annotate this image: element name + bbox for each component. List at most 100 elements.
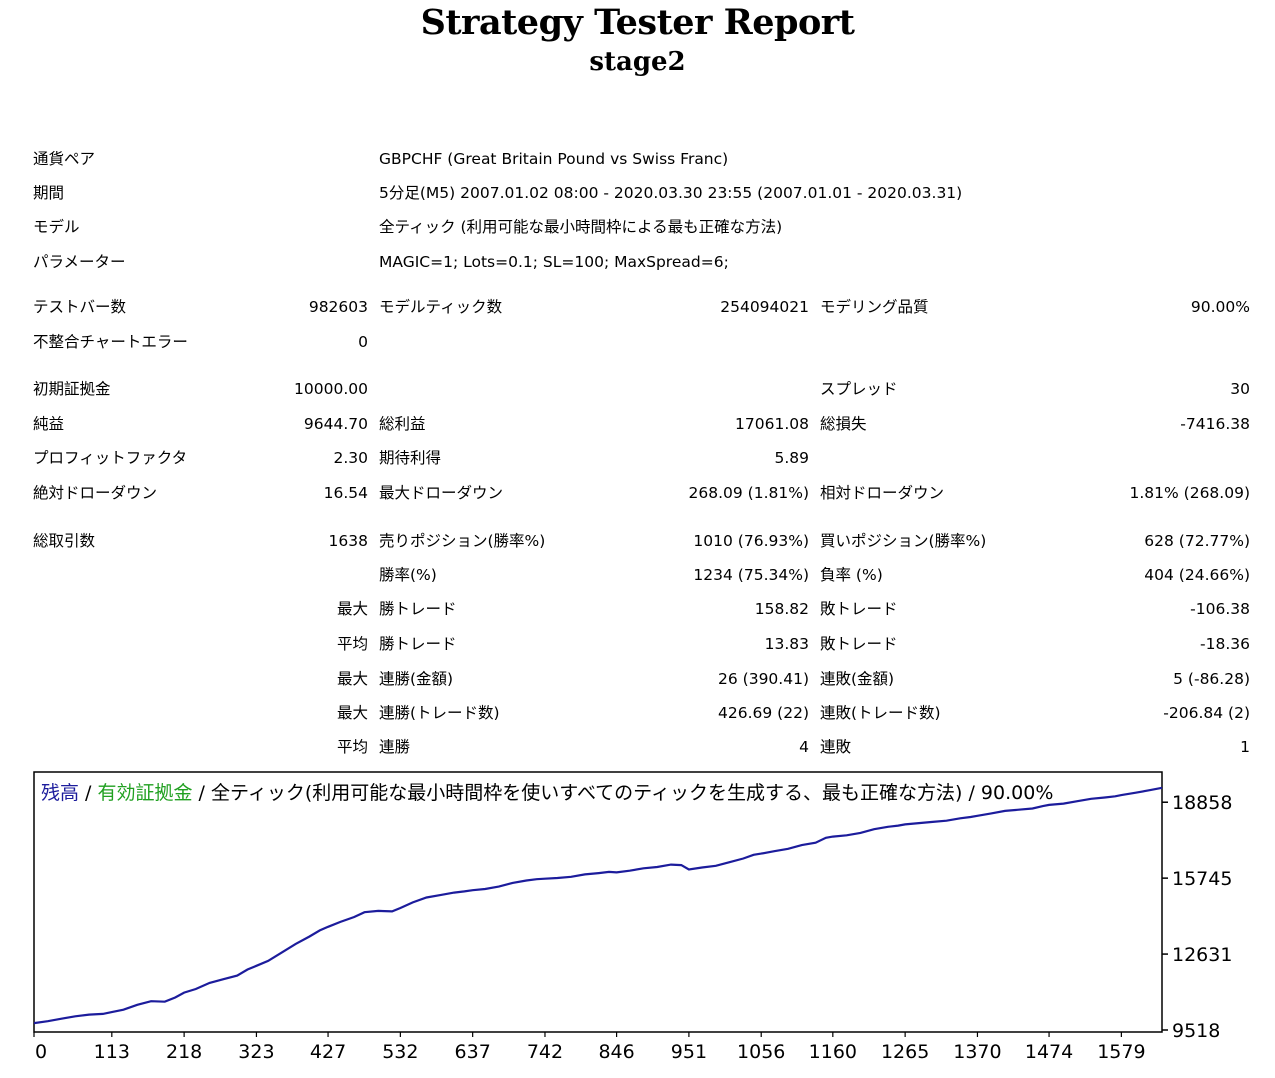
- consec-count-prefix: 最大: [336, 704, 368, 722]
- maxdd-label: 最大ドローダウン: [379, 484, 504, 502]
- balance-chart: 残高 / 有効証拠金 / 全ティック(利用可能な最小時間枠を使いすべてのティック…: [33, 771, 1232, 1063]
- x-tick-label: 951: [671, 1041, 707, 1063]
- y-axis: 18858 15745 12631 9518: [1162, 792, 1232, 1042]
- x-tick-label: 323: [238, 1041, 274, 1063]
- legend-equity: 有効証拠金: [98, 782, 193, 804]
- params-value: MAGIC=1; Lots=0.1; SL=100; MaxSpread=6;: [379, 253, 729, 271]
- largest-win-label: 勝トレード: [379, 600, 457, 618]
- info-row-model: モデル 全ティック (利用可能な最小時間枠による最も正確な方法): [0, 212, 1275, 242]
- x-tick-label: 1160: [809, 1041, 857, 1063]
- x-tick-label: 0: [35, 1041, 47, 1063]
- maxdd-value: 268.09 (1.81%): [688, 484, 810, 502]
- legend-balance: 残高: [41, 782, 79, 804]
- lossrate-label: 負率 (%): [820, 566, 883, 584]
- absdd-value: 16.54: [323, 484, 368, 502]
- reldd-label: 相対ドローダウン: [820, 484, 945, 502]
- average-prefix: 平均: [336, 635, 368, 653]
- x-tick-label: 1579: [1097, 1041, 1145, 1063]
- average-loss-label: 敗トレード: [820, 635, 898, 653]
- absdd-label: 絶対ドローダウン: [33, 484, 158, 502]
- x-tick-label: 218: [166, 1041, 202, 1063]
- consec-wins-money-value: 26 (390.41): [718, 670, 809, 688]
- x-tick-label: 1474: [1025, 1041, 1073, 1063]
- mismatch-value: 0: [358, 333, 368, 351]
- report-subtitle: stage2: [589, 47, 686, 77]
- info-row-period: 期間 5分足(M5) 2007.01.02 08:00 - 2020.03.30…: [0, 178, 1275, 208]
- x-tick-label: 1265: [881, 1041, 929, 1063]
- stats-row-bars: テストバー数 982603 モデルティック数 254094021 モデリング品質…: [0, 292, 1275, 322]
- x-tick-label: 427: [310, 1041, 346, 1063]
- quality-value: 90.00%: [1190, 298, 1250, 316]
- grossprofit-label: 総利益: [379, 415, 426, 433]
- stats-row-trades: 総取引数 1638 売りポジション(勝率%) 1010 (76.93%) 買いポ…: [0, 526, 1275, 556]
- trades-value: 1638: [328, 532, 368, 550]
- stats-row-winrate: 勝率(%) 1234 (75.34%) 負率 (%) 404 (24.66%): [0, 560, 1275, 590]
- avg-consec-wins-value: 4: [799, 738, 809, 756]
- avg-consec-prefix: 平均: [336, 738, 368, 756]
- consec-losses-money-label: 連敗(金額): [820, 670, 895, 688]
- symbol-label: 通貨ペア: [33, 150, 96, 168]
- bars-value: 982603: [308, 298, 368, 316]
- model-value: 全ティック (利用可能な最小時間枠による最も正確な方法): [379, 218, 783, 236]
- x-axis: 0 113 218 323 427 532 637 742 846 951 1056 1160 1265…: [33, 1032, 1146, 1063]
- average-loss-value: -18.36: [1200, 635, 1250, 653]
- avg-consec-wins-label: 連勝: [379, 738, 411, 756]
- y-tick-label: 12631: [1172, 944, 1232, 966]
- mismatch-label: 不整合チャートエラー: [33, 333, 188, 351]
- short-value: 1010 (76.93%): [693, 532, 809, 550]
- grossloss-label: 総損失: [820, 415, 867, 433]
- spread-value: 30: [1230, 380, 1250, 398]
- y-tick-label: 18858: [1172, 792, 1232, 814]
- long-value: 628 (72.77%): [1144, 532, 1250, 550]
- bars-label: テストバー数: [33, 298, 127, 316]
- report-title: Strategy Tester Report: [420, 2, 855, 43]
- y-tick-label: 15745: [1172, 868, 1232, 890]
- consec-losses-money-value: 5 (-86.28): [1173, 670, 1250, 688]
- ticks-label: モデルティック数: [379, 298, 503, 316]
- average-win-value: 13.83: [764, 635, 809, 653]
- symbol-value: GBPCHF (Great Britain Pound vs Swiss Fra…: [379, 150, 729, 168]
- x-tick-label: 532: [382, 1041, 418, 1063]
- largest-prefix: 最大: [336, 600, 368, 618]
- winrate-label: 勝率(%): [379, 566, 437, 584]
- consec-wins-money-label: 連勝(金額): [379, 670, 454, 688]
- x-tick-label: 113: [94, 1041, 130, 1063]
- stats-row-profit: 純益 9644.70 総利益 17061.08 総損失 -7416.38: [0, 409, 1275, 439]
- consec-money-prefix: 最大: [336, 670, 368, 688]
- pf-value: 2.30: [333, 449, 368, 467]
- largest-win-value: 158.82: [754, 600, 809, 618]
- x-tick-label: 1370: [953, 1041, 1001, 1063]
- x-tick-label: 1056: [737, 1041, 785, 1063]
- ticks-value: 254094021: [720, 298, 809, 316]
- stats-row-largest: 最大 勝トレード 158.82 敗トレード -106.38: [0, 594, 1275, 624]
- params-label: パラメーター: [33, 253, 126, 271]
- avg-consec-losses-value: 1: [1240, 738, 1250, 756]
- info-row-params: パラメーター MAGIC=1; Lots=0.1; SL=100; MaxSpr…: [0, 247, 1275, 277]
- expected-value: 5.89: [774, 449, 809, 467]
- period-value: 5分足(M5) 2007.01.02 08:00 - 2020.03.30 23…: [379, 184, 963, 202]
- expected-label: 期待利得: [379, 449, 442, 467]
- winrate-value: 1234 (75.34%): [693, 566, 809, 584]
- consec-profit-label: 連勝(トレード数): [379, 704, 500, 722]
- x-tick-label: 637: [455, 1041, 491, 1063]
- stats-row-consec-count: 最大 連勝(トレード数) 426.69 (22) 連敗(トレード数) -206.…: [0, 698, 1275, 728]
- period-label: 期間: [33, 184, 65, 202]
- trades-label: 総取引数: [33, 532, 96, 550]
- stats-row-avg-consec: 平均 連勝 4 連敗 1: [0, 732, 1275, 762]
- average-win-label: 勝トレード: [379, 635, 457, 653]
- y-tick-label: 9518: [1172, 1020, 1220, 1042]
- stats-row-consec-money: 最大 連勝(金額) 26 (390.41) 連敗(金額) 5 (-86.28): [0, 664, 1275, 694]
- stats-row-average: 平均 勝トレード 13.83 敗トレード -18.36: [0, 629, 1275, 659]
- consec-profit-value: 426.69 (22): [718, 704, 809, 722]
- model-label: モデル: [33, 218, 80, 236]
- quality-label: モデリング品質: [820, 298, 929, 316]
- deposit-value: 10000.00: [294, 380, 368, 398]
- long-label: 買いポジション(勝率%): [820, 532, 987, 550]
- x-tick-label: 846: [598, 1041, 634, 1063]
- consec-loss-value: -206.84 (2): [1163, 704, 1250, 722]
- stats-row-deposit: 初期証拠金 10000.00 スプレッド 30: [0, 374, 1275, 404]
- grossprofit-value: 17061.08: [735, 415, 809, 433]
- deposit-label: 初期証拠金: [33, 380, 111, 398]
- pf-label: プロフィットファクタ: [33, 449, 188, 467]
- grossloss-value: -7416.38: [1180, 415, 1250, 433]
